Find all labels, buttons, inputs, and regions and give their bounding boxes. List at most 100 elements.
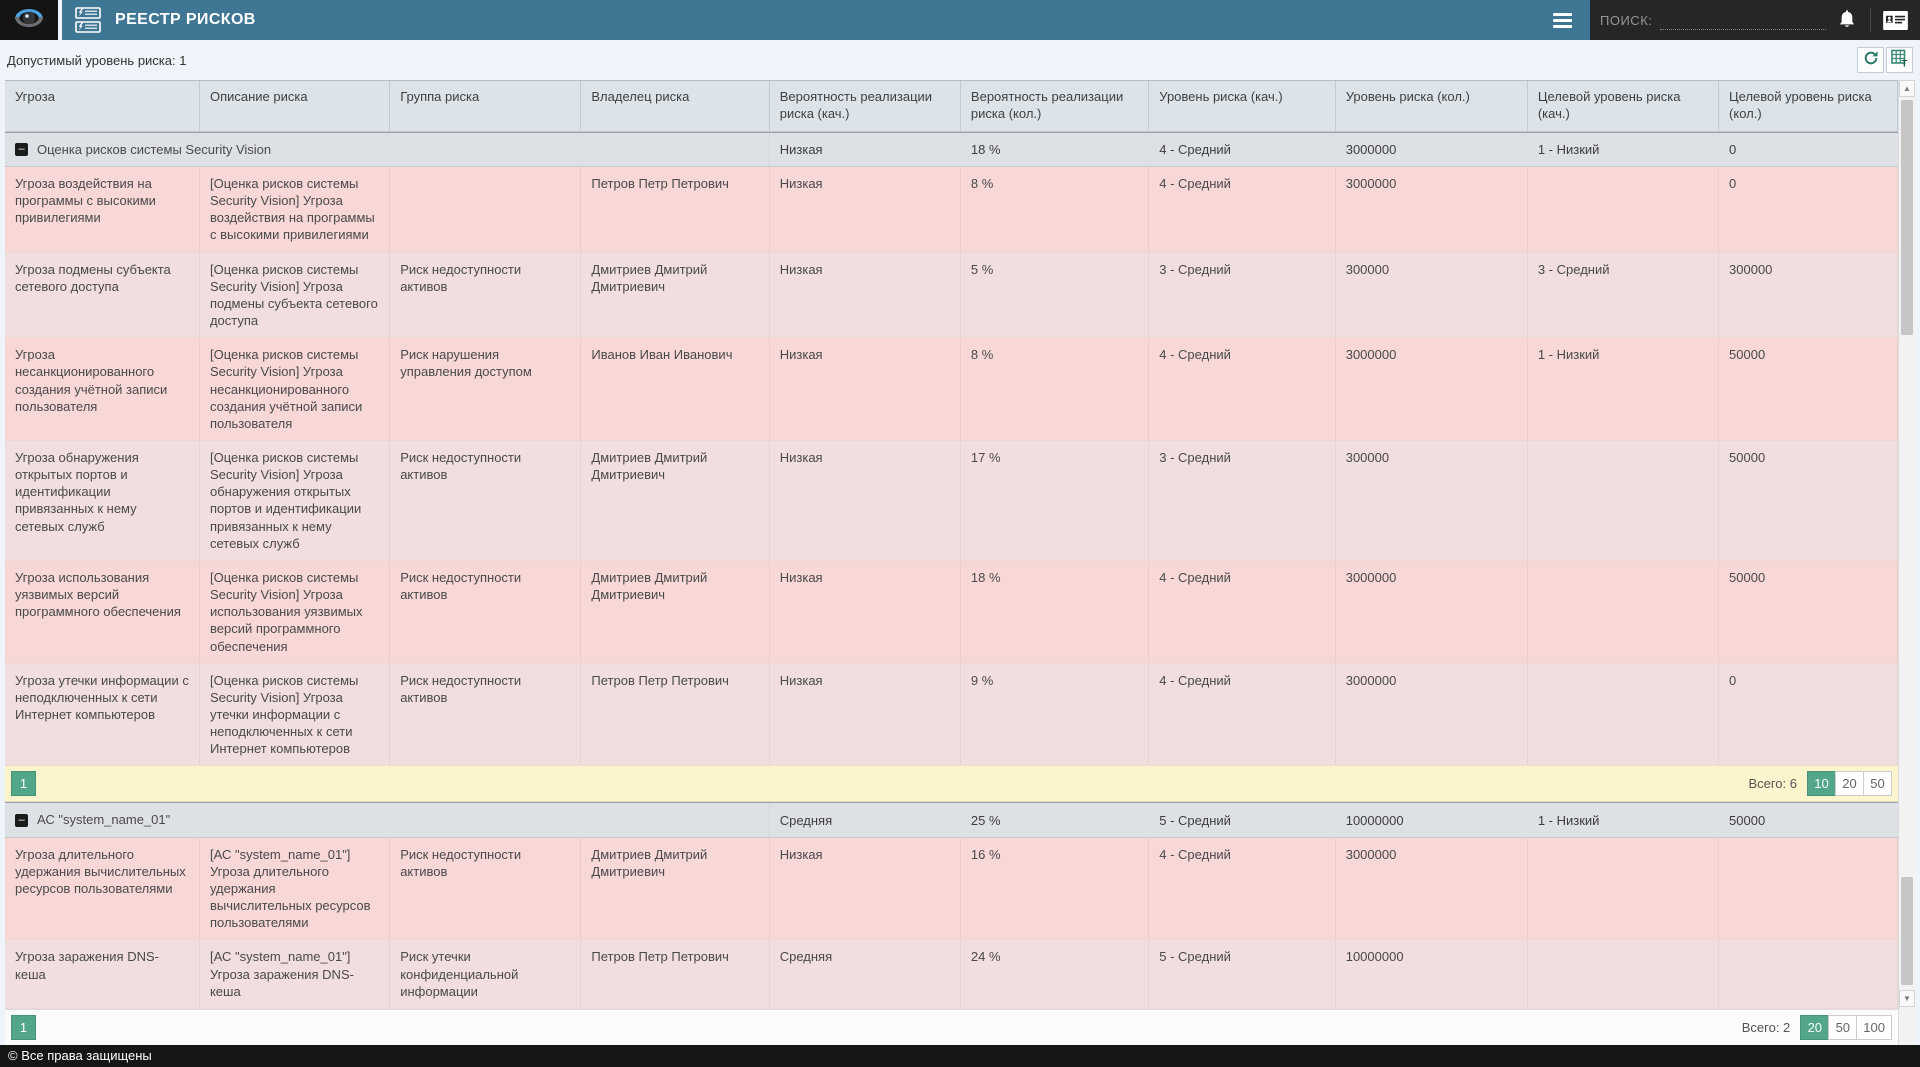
table-cell: Угроза длительного удержания вычислитель… bbox=[5, 837, 200, 940]
total-count-label: Всего: 2 bbox=[1741, 1019, 1791, 1035]
column-header-5[interactable]: Вероятность реализации риска (кач.) bbox=[770, 81, 961, 131]
page-size-button-50[interactable]: 50 bbox=[1828, 1014, 1858, 1040]
pagination-bar: 1 Всего: 6 10 20 50 bbox=[5, 766, 1898, 803]
group-summary-cell: Низкая bbox=[779, 141, 823, 157]
pagination-bar: 1 Всего: 2 20 50 100 bbox=[5, 1008, 1898, 1045]
vertical-scrollbar[interactable]: ▲ ▼ bbox=[1898, 80, 1915, 1045]
scrollbar-thumb[interactable] bbox=[1901, 876, 1913, 985]
table-cell: Низкая bbox=[770, 338, 961, 440]
group-summary-cell: 10000000 bbox=[1345, 812, 1404, 828]
table-row[interactable]: Угроза воздействия на программы с высоки… bbox=[5, 166, 1898, 253]
scroll-down-icon[interactable]: ▼ bbox=[1899, 989, 1915, 1007]
table-cell: Угроза воздействия на программы с высоки… bbox=[5, 166, 200, 252]
table-cell: 3000000 bbox=[1336, 663, 1528, 766]
menu-icon[interactable] bbox=[1549, 9, 1576, 32]
table-cell: Низкая bbox=[770, 560, 961, 663]
group-summary-cell: 5 - Средний bbox=[1159, 812, 1231, 828]
collapse-icon[interactable]: – bbox=[15, 142, 28, 156]
group-header-row[interactable]: – Оценка рисков системы Security Vision Ни… bbox=[5, 131, 1898, 167]
table-cell: 3 - Средний bbox=[1149, 440, 1336, 560]
page-size-button-20[interactable]: 20 bbox=[1835, 771, 1864, 797]
table-row[interactable]: Угроза подмены субъекта сетевого доступа… bbox=[5, 252, 1898, 339]
table-row[interactable]: Угроза несанкционированного создания учё… bbox=[5, 338, 1898, 441]
table-cell: Риск недоступности активов bbox=[390, 837, 582, 940]
group-summary-cell: 1 - Низкий bbox=[1537, 141, 1600, 157]
table-cell: Угроза заражения DNS-кеша bbox=[5, 940, 200, 1008]
topbar: РЕЕСТР РИСКОВ ПОИСК: bbox=[0, 0, 1920, 40]
table-header-row: Угроза Описание риска Группа риска Владелец… bbox=[5, 80, 1898, 132]
column-header-8[interactable]: Уровень риска (кол.) bbox=[1336, 81, 1528, 131]
table-settings-button[interactable]: T bbox=[1886, 47, 1913, 73]
column-header-7[interactable]: Уровень риска (кач.) bbox=[1149, 81, 1336, 131]
table-cell: Дмитриев Дмитрий Дмитриевич bbox=[581, 252, 770, 338]
collapse-icon[interactable]: – bbox=[15, 813, 28, 827]
column-header-9[interactable]: Целевой уровень риска (кач.) bbox=[1528, 81, 1720, 131]
table-cell: 50000 bbox=[1719, 338, 1898, 440]
table-row[interactable]: Угроза использования уязвимых версий про… bbox=[5, 560, 1898, 664]
page-size-button-100[interactable]: 100 bbox=[1856, 1014, 1892, 1040]
table-row[interactable]: Угроза заражения DNS-кеша [АС "system_nam… bbox=[5, 940, 1898, 1009]
table-cell: 4 - Средний bbox=[1149, 837, 1336, 940]
table-cell: Угроза несанкционированного создания учё… bbox=[5, 338, 200, 440]
table-cell bbox=[390, 166, 582, 252]
contact-card-icon[interactable] bbox=[1881, 9, 1910, 32]
table-cell: [Оценка рисков системы Security Vision] … bbox=[200, 166, 391, 252]
table-cell bbox=[1719, 940, 1898, 1008]
table-cell: Угроза обнаружения открытых портов и иде… bbox=[5, 440, 200, 560]
group-summary-cell: 0 bbox=[1729, 141, 1737, 157]
table-cell: Иванов Иван Иванович bbox=[581, 338, 770, 440]
table-cell: Дмитриев Дмитрий Дмитриевич bbox=[581, 560, 770, 663]
column-header-3[interactable]: Группа риска bbox=[390, 81, 582, 131]
toolbar-actions: T bbox=[1857, 47, 1913, 73]
search-input[interactable] bbox=[1660, 10, 1826, 30]
table-row[interactable]: Угроза утечки информации с неподключенны… bbox=[5, 663, 1898, 767]
risk-group-section: – Оценка рисков системы Security Vision Ни… bbox=[5, 131, 1898, 803]
table-row[interactable]: Угроза обнаружения открытых портов и иде… bbox=[5, 440, 1898, 561]
table-cell: 300000 bbox=[1719, 252, 1898, 338]
table-cell bbox=[1719, 837, 1898, 940]
column-header-4[interactable]: Владелец риска bbox=[581, 81, 770, 131]
table-cell bbox=[1528, 837, 1720, 940]
refresh-button[interactable] bbox=[1857, 47, 1884, 73]
column-header-10[interactable]: Целевой уровень риска (кол.) bbox=[1719, 81, 1898, 131]
column-header-6[interactable]: Вероятность реализации риска (кол.) bbox=[961, 81, 1150, 131]
table-cell: Дмитриев Дмитрий Дмитриевич bbox=[581, 440, 770, 560]
table-cell: Низкая bbox=[770, 166, 961, 252]
toolbar: Допустимый уровень риска: 1 T bbox=[0, 40, 1920, 80]
table-cell: [Оценка рисков системы Security Vision] … bbox=[200, 440, 391, 560]
table-cell: 3000000 bbox=[1336, 338, 1528, 440]
group-summary-cell: 3000000 bbox=[1345, 141, 1397, 157]
table-cell: Угроза подмены субъекта сетевого доступа bbox=[5, 252, 200, 338]
search-zone: ПОИСК: bbox=[1590, 0, 1920, 40]
group-header-row[interactable]: – АС "system_name_01" Средняя 25 % 5 - Средн… bbox=[5, 802, 1898, 838]
table-cell: 5 % bbox=[961, 252, 1150, 338]
table-cell: 4 - Средний bbox=[1149, 338, 1336, 440]
table-cell: 1 - Низкий bbox=[1528, 338, 1720, 440]
table-cell: Риск недоступности активов bbox=[390, 663, 582, 766]
scroll-up-icon[interactable]: ▲ bbox=[1899, 80, 1915, 97]
table-cell: 24 % bbox=[961, 940, 1150, 1008]
group-summary-cell: Средняя bbox=[779, 812, 833, 828]
page-number-button[interactable]: 1 bbox=[11, 1014, 36, 1040]
table-row[interactable]: Угроза длительного удержания вычислитель… bbox=[5, 837, 1898, 941]
table-cell: 8 % bbox=[961, 166, 1150, 252]
table-cell: [Оценка рисков системы Security Vision] … bbox=[200, 663, 391, 766]
risk-register-icon bbox=[71, 4, 105, 36]
bell-icon[interactable] bbox=[1834, 7, 1860, 33]
table-cell: Средняя bbox=[770, 940, 961, 1008]
page-size-button-20[interactable]: 20 bbox=[1800, 1014, 1830, 1040]
page-title: РЕЕСТР РИСКОВ bbox=[115, 11, 256, 28]
page-size-button-10[interactable]: 10 bbox=[1807, 771, 1836, 797]
table-cell: Низкая bbox=[770, 252, 961, 338]
column-header-1[interactable]: Угроза bbox=[5, 81, 200, 131]
security-vision-logo[interactable] bbox=[0, 0, 58, 40]
table-cell: 300000 bbox=[1336, 252, 1528, 338]
total-count-label: Всего: 6 bbox=[1748, 776, 1797, 792]
page-number-button[interactable]: 1 bbox=[11, 771, 36, 797]
table-cell: Петров Петр Петрович bbox=[581, 663, 770, 766]
page-size-button-50[interactable]: 50 bbox=[1863, 771, 1892, 797]
group-summary-cell: 50000 bbox=[1729, 812, 1766, 828]
table-cell: Угроза использования уязвимых версий про… bbox=[5, 560, 200, 663]
column-header-2[interactable]: Описание риска bbox=[200, 81, 391, 131]
scrollbar-thumb[interactable] bbox=[1901, 100, 1913, 335]
